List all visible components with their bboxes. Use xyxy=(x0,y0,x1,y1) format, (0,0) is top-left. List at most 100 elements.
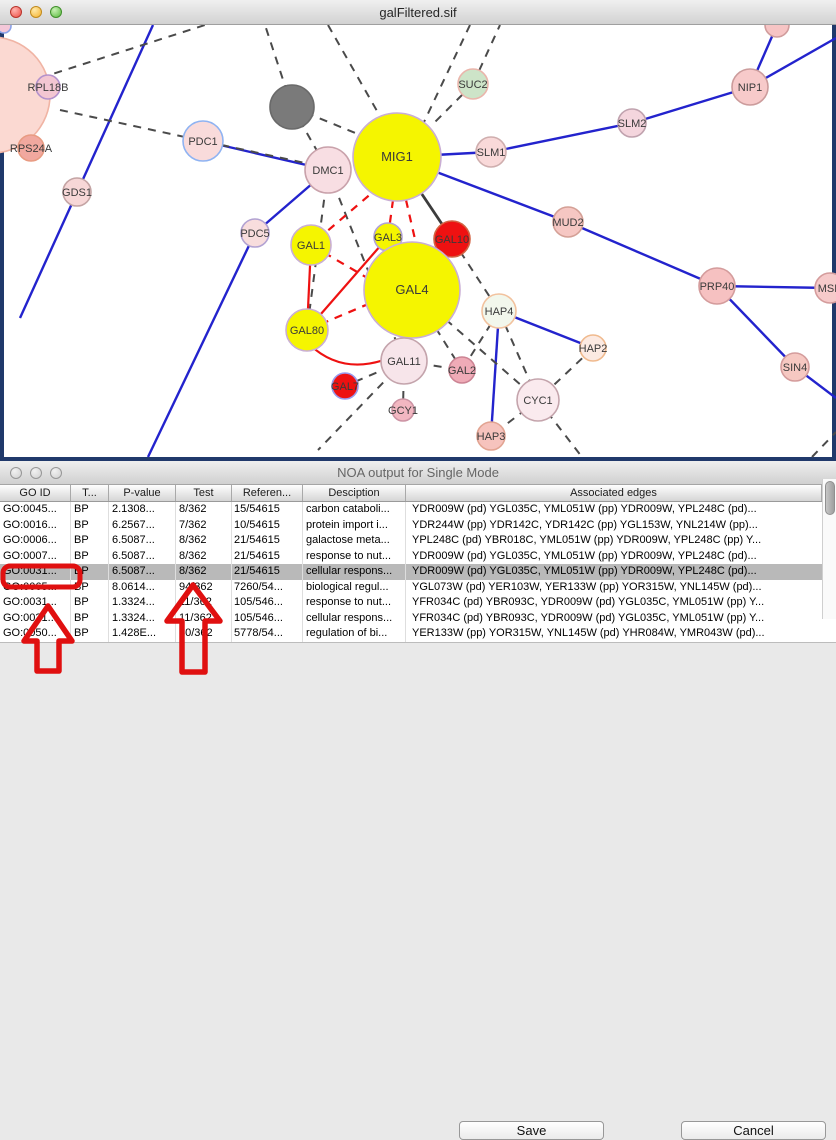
node-SIN4[interactable] xyxy=(780,352,810,382)
vertical-scrollbar[interactable] xyxy=(822,479,836,619)
node-SUC2[interactable] xyxy=(457,68,489,100)
graph-edge[interactable] xyxy=(811,431,836,458)
graph-edge[interactable] xyxy=(344,360,405,387)
graph-edge[interactable] xyxy=(537,399,583,458)
node-PDC1[interactable] xyxy=(182,120,224,162)
graph-edge[interactable] xyxy=(461,310,500,371)
graph-edge[interactable] xyxy=(39,25,206,79)
node-MUD2[interactable] xyxy=(552,206,584,238)
node-GAL4[interactable] xyxy=(363,241,461,339)
node-RPS24A[interactable] xyxy=(17,134,45,162)
node-GAL2[interactable] xyxy=(448,356,476,384)
graph-edge[interactable] xyxy=(472,25,501,85)
table-row[interactable]: GO:0006... BP 6.5087... 8/362 21/54615 galact… xyxy=(0,533,836,549)
column-header[interactable]: P-value xyxy=(109,485,176,501)
minimize-button-inactive[interactable] xyxy=(30,467,42,479)
cell-edges: YFR034C (pd) YBR093C, YDR009W (pd) YGL03… xyxy=(412,596,765,608)
node-GAL1[interactable] xyxy=(290,224,332,266)
table-row[interactable]: GO:0065... BP 8.0614... 94/362 7260/54... bio… xyxy=(0,579,836,595)
node-label: SLM2 xyxy=(618,118,647,130)
window-title: galFiltered.sif xyxy=(379,4,457,20)
graph-edge[interactable] xyxy=(306,300,374,332)
graph-edge[interactable] xyxy=(18,25,155,319)
cell-go: GO:0016... xyxy=(0,517,71,533)
node-HAP4[interactable] xyxy=(481,293,517,329)
node-label: GAL4 xyxy=(395,282,428,297)
cell-go: GO:0045... xyxy=(0,502,71,518)
graph-edge[interactable] xyxy=(716,284,831,290)
network-window-titlebar[interactable]: galFiltered.sif xyxy=(0,0,836,25)
node-label: MSN xyxy=(818,283,836,295)
noa-window-titlebar[interactable]: NOA output for Single Mode xyxy=(0,461,836,485)
table-row[interactable]: GO:0050... BP 1.428E... 80/362 5778/54... reg… xyxy=(0,626,836,642)
table-row[interactable]: GO:0045... BP 2.1308... 8/362 15/54615 carbon… xyxy=(0,502,836,518)
close-button[interactable] xyxy=(10,6,22,18)
cell-test: 7/362 xyxy=(176,517,232,533)
node-GDS1[interactable] xyxy=(62,177,92,207)
zoom-button-inactive[interactable] xyxy=(50,467,62,479)
node[interactable] xyxy=(269,84,315,130)
cell-go: GO:0050... xyxy=(0,626,71,642)
graph-edge[interactable] xyxy=(430,83,474,127)
graph-edge[interactable] xyxy=(631,85,751,125)
close-button-inactive[interactable] xyxy=(10,467,22,479)
network-canvas[interactable]: RPL18B RPS24A GDS1 PDC1 DMC1 MIG1 SUC2 SLM1 SLM2… xyxy=(0,25,836,461)
node-PRP40[interactable] xyxy=(698,267,736,305)
cell-go: GO:0031... xyxy=(0,595,71,611)
node-MIG1[interactable] xyxy=(352,112,442,202)
node-DMC1[interactable] xyxy=(304,146,352,194)
graph-edge[interactable] xyxy=(567,220,718,288)
graph-edge[interactable] xyxy=(489,310,501,437)
node-SLM1[interactable] xyxy=(475,136,507,168)
node[interactable] xyxy=(0,25,12,34)
cell-type: BP xyxy=(71,626,109,642)
cell-ref: 105/546... xyxy=(232,595,303,611)
cell-desc: biological regul... xyxy=(303,579,406,595)
save-button[interactable]: Save xyxy=(459,1121,604,1140)
column-header[interactable]: T... xyxy=(71,485,109,501)
node[interactable] xyxy=(764,25,790,38)
column-header[interactable]: Test xyxy=(176,485,232,501)
minimize-button[interactable] xyxy=(30,6,42,18)
table-row[interactable]: GO:0031... BP 1.3324... 11/362 105/546... res… xyxy=(0,595,836,611)
node-MSN[interactable] xyxy=(814,272,836,304)
graph-edge[interactable] xyxy=(404,199,419,249)
node-HAP3[interactable] xyxy=(476,421,506,451)
graph-edge[interactable] xyxy=(146,232,257,458)
node-HAP2[interactable] xyxy=(579,334,607,362)
graph-edge[interactable] xyxy=(423,25,471,123)
node-RPL18B[interactable] xyxy=(35,74,61,100)
node-GAL10[interactable] xyxy=(433,220,471,258)
node-SLM2[interactable] xyxy=(617,108,647,138)
cell-ref: 21/54615 xyxy=(232,548,303,564)
node-label: GAL80 xyxy=(290,325,324,337)
node-GAL7[interactable] xyxy=(331,372,359,400)
node-GAL80[interactable] xyxy=(285,308,329,352)
node-label: RPL18B xyxy=(28,82,69,94)
column-header[interactable]: GO ID xyxy=(0,485,71,501)
table-row[interactable]: GO:0031... BP 6.5087... 8/362 21/54615 cellul… xyxy=(0,564,836,580)
node-GAL11[interactable] xyxy=(380,337,428,385)
table-row[interactable]: GO:0007... BP 6.5087... 8/362 21/54615 respon… xyxy=(0,548,836,564)
table-row[interactable]: GO:0016... BP 6.2567... 7/362 10/54615 protei… xyxy=(0,517,836,533)
graph-edge[interactable] xyxy=(327,25,386,126)
node-label: RPS24A xyxy=(10,143,53,155)
column-header[interactable]: Desciption xyxy=(303,485,406,501)
zoom-button[interactable] xyxy=(50,6,62,18)
cancel-button[interactable]: Cancel xyxy=(681,1121,826,1140)
graph-edge[interactable] xyxy=(490,121,633,154)
graph-edge[interactable] xyxy=(309,344,385,366)
node-PDC5[interactable] xyxy=(240,218,270,248)
node-CYC1[interactable] xyxy=(516,378,560,422)
cell-test: 11/362 xyxy=(176,595,232,611)
column-header[interactable]: Referen... xyxy=(232,485,303,501)
cell-desc: response to nut... xyxy=(303,595,406,611)
cell-type: BP xyxy=(71,610,109,626)
node-GCY1[interactable] xyxy=(391,398,415,422)
table-row[interactable]: GO:0031... BP 1.3324... 11/362 105/546... cel… xyxy=(0,610,836,626)
scrollbar-thumb[interactable] xyxy=(824,481,835,515)
graph-edge[interactable] xyxy=(411,289,539,401)
column-header[interactable]: Associated edges xyxy=(406,485,822,501)
node-NIP1[interactable] xyxy=(731,68,769,106)
cell-p: 6.5087... xyxy=(109,533,176,549)
